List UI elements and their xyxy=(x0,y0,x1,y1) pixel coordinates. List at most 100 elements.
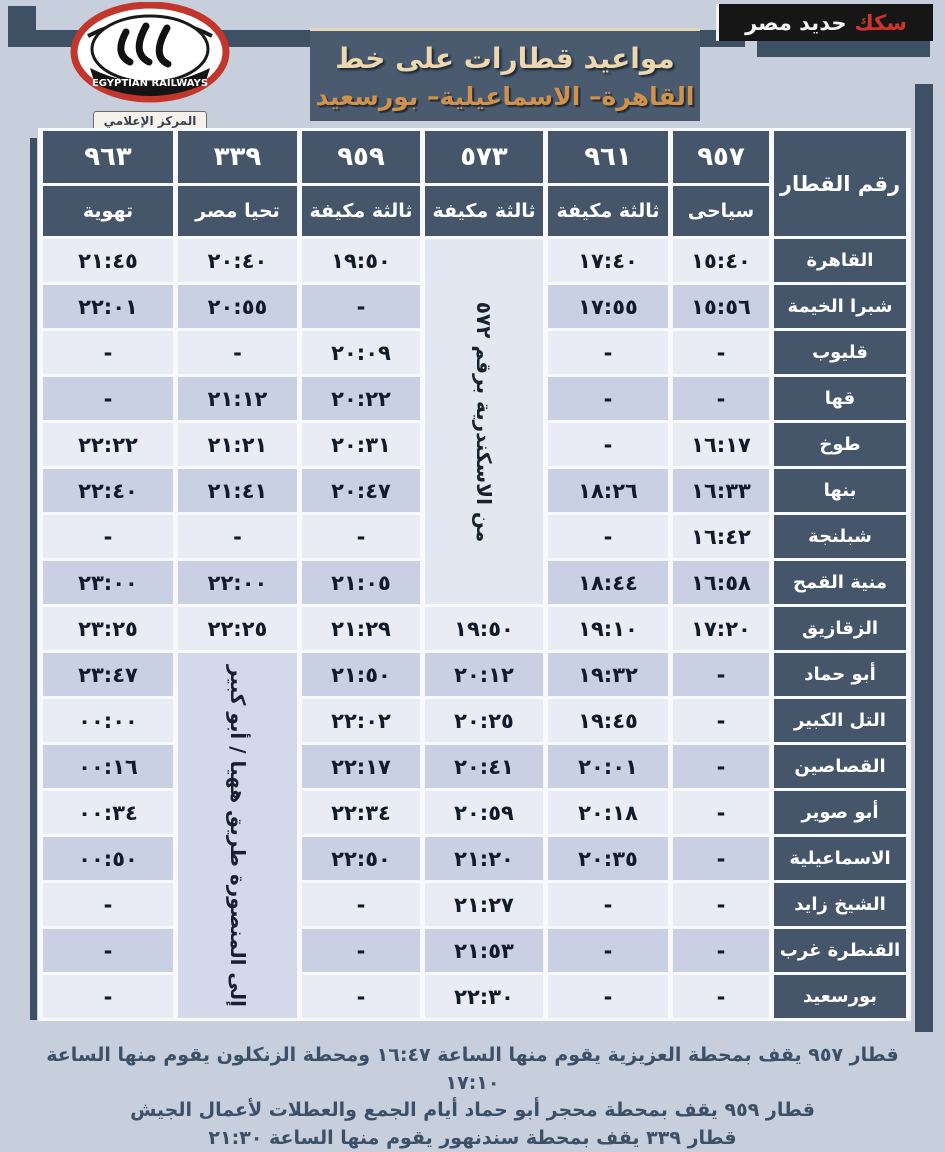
time-r10-c3: ٢٢:٠٢ xyxy=(302,699,420,742)
train-class-1: ثالثة مكيفة xyxy=(548,186,668,236)
time-r16-c0: - xyxy=(673,975,769,1018)
time-r12-c2: ٢٠:٥٩ xyxy=(425,791,543,834)
corner-header-train-number: رقم القطار xyxy=(774,131,906,236)
station-11: القصاصين xyxy=(774,745,906,788)
station-8: الزقازيق xyxy=(774,607,906,650)
time-r11-c0: - xyxy=(673,745,769,788)
time-r0-c0: ١٥:٤٠ xyxy=(673,239,769,282)
brand-badge: سكك حديد مصر xyxy=(716,4,933,41)
time-r4-c4: ٢١:٢١ xyxy=(178,423,297,466)
time-r13-c5: ٠٠:٥٠ xyxy=(43,837,173,880)
train-number-1: ٩٦١ xyxy=(548,131,668,183)
time-r2-c3: ٢٠:٠٩ xyxy=(302,331,420,374)
train-class-0: سياحى xyxy=(673,186,769,236)
station-1: شبرا الخيمة xyxy=(774,285,906,328)
train-class-4: تحيا مصر xyxy=(178,186,297,236)
table-row-7: منية القمح ١٦:٥٨ ١٨:٤٤ ٢١:٠٥ ٢٢:٠٠ ٢٣:٠٠ xyxy=(43,561,906,604)
time-r5-c4: ٢١:٤١ xyxy=(178,469,297,512)
time-r7-c1: ١٨:٤٤ xyxy=(548,561,668,604)
time-r5-c3: ٢٠:٤٧ xyxy=(302,469,420,512)
time-r16-c2: ٢٢:٣٠ xyxy=(425,975,543,1018)
title-panel-top-line xyxy=(310,28,700,31)
time-r12-c5: ٠٠:٣٤ xyxy=(43,791,173,834)
table-row-11: القصاصين -٢٠:٠١ ٢٠:٤١ ٢٢:١٧ ٠٠:١٦ xyxy=(43,745,906,788)
time-r6-c0: ١٦:٤٢ xyxy=(673,515,769,558)
time-r9-c5: ٢٣:٤٧ xyxy=(43,653,173,696)
timetable-head: رقم القطار ٩٥٧ ٩٦١ ٥٧٣ ٩٥٩ ٣٣٩ ٩٦٣ سياحى ثالثة… xyxy=(43,131,906,236)
time-r3-c5: - xyxy=(43,377,173,420)
station-2: قليوب xyxy=(774,331,906,374)
time-r6-c4: - xyxy=(178,515,297,558)
time-r8-c5: ٢٣:٢٥ xyxy=(43,607,173,650)
time-r9-c3: ٢١:٥٠ xyxy=(302,653,420,696)
time-r1-c1: ١٧:٥٥ xyxy=(548,285,668,328)
table-row-0: القاهرة ١٥:٤٠ ١٧:٤٠ من الاسكندرية برقم ٥٧٢ ١… xyxy=(43,239,906,604)
time-r4-c0: ١٦:١٧ xyxy=(673,423,769,466)
time-r15-c0: - xyxy=(673,929,769,972)
time-r6-c1: - xyxy=(548,515,668,558)
time-r2-c1: - xyxy=(548,331,668,374)
time-r5-c1: ١٨:٢٦ xyxy=(548,469,668,512)
railways-logo-icon: EGYPTIAN RAILWAYS xyxy=(70,1,230,103)
time-r8-c4: ٢٢:٢٥ xyxy=(178,607,297,650)
station-9: أبو حماد xyxy=(774,653,906,696)
time-r13-c2: ٢١:٢٠ xyxy=(425,837,543,880)
time-r10-c5: ٠٠:٠٠ xyxy=(43,699,173,742)
table-row-14: الشيخ زايد - -٢١:٢٧- - xyxy=(43,883,906,926)
time-r4-c3: ٢٠:٣١ xyxy=(302,423,420,466)
station-3: قها xyxy=(774,377,906,420)
time-r16-c3: - xyxy=(302,975,420,1018)
time-r1-c3: - xyxy=(302,285,420,328)
time-r14-c1: - xyxy=(548,883,668,926)
title-panel: مواعيد قطارات على خط القاهرة– الاسماعيلي… xyxy=(310,31,700,121)
train-numbers-row: رقم القطار ٩٥٧ ٩٦١ ٥٧٣ ٩٥٩ ٣٣٩ ٩٦٣ xyxy=(43,131,906,236)
time-r14-c5: - xyxy=(43,883,173,926)
time-r4-c1: - xyxy=(548,423,668,466)
time-r3-c3: ٢٠:٢٢ xyxy=(302,377,420,420)
time-r15-c2: ٢١:٥٣ xyxy=(425,929,543,972)
station-16: بورسعيد xyxy=(774,975,906,1018)
time-r12-c3: ٢٢:٣٤ xyxy=(302,791,420,834)
time-r11-c3: ٢٢:١٧ xyxy=(302,745,420,788)
time-r6-c5: - xyxy=(43,515,173,558)
time-r7-c4: ٢٢:٠٠ xyxy=(178,561,297,604)
table-row-1: شبرا الخيمة ١٥:٥٦ ١٧:٥٥ -٢٠:٥٥ ٢٢:٠١ xyxy=(43,285,906,328)
station-7: منية القمح xyxy=(774,561,906,604)
merged-from-alexandria: من الاسكندرية برقم ٥٧٢ xyxy=(425,239,543,604)
table-row-5: بنها ١٦:٣٣ ١٨:٢٦ ٢٠:٤٧ ٢١:٤١ ٢٢:٤٠ xyxy=(43,469,906,512)
table-row-10: التل الكبير -١٩:٤٥ ٢٠:٢٥ ٢٢:٠٢ ٠٠:٠٠ xyxy=(43,699,906,742)
timetable-wrapper: رقم القطار ٩٥٧ ٩٦١ ٥٧٣ ٩٥٩ ٣٣٩ ٩٦٣ سياحى ثالثة… xyxy=(38,128,911,1021)
time-r1-c0: ١٥:٥٦ xyxy=(673,285,769,328)
station-13: الاسماعيلية xyxy=(774,837,906,880)
time-r6-c3: - xyxy=(302,515,420,558)
time-r7-c0: ١٦:٥٨ xyxy=(673,561,769,604)
train-number-2: ٥٧٣ xyxy=(425,131,543,183)
frame-corner-square xyxy=(8,6,36,34)
time-r13-c1: ٢٠:٣٥ xyxy=(548,837,668,880)
time-r14-c2: ٢١:٢٧ xyxy=(425,883,543,926)
time-r14-c0: - xyxy=(673,883,769,926)
time-r11-c2: ٢٠:٤١ xyxy=(425,745,543,788)
train-number-5: ٩٦٣ xyxy=(43,131,173,183)
train-number-4: ٣٣٩ xyxy=(178,131,297,183)
train-number-0: ٩٥٧ xyxy=(673,131,769,183)
time-r11-c5: ٠٠:١٦ xyxy=(43,745,173,788)
table-row-2: قليوب - -٢٠:٠٩- - xyxy=(43,331,906,374)
time-r5-c0: ١٦:٣٣ xyxy=(673,469,769,512)
time-r8-c2: ١٩:٥٠ xyxy=(425,607,543,650)
table-row-4: طوخ ١٦:١٧- ٢٠:٣١ ٢١:٢١ ٢٢:٢٢ xyxy=(43,423,906,466)
merged-from-alexandria-text: من الاسكندرية برقم ٥٧٢ xyxy=(472,301,496,542)
merged-to-mansoura-text: إلى المنصورة طريق ههيا / أبو كبير xyxy=(225,664,250,1007)
time-r10-c0: - xyxy=(673,699,769,742)
table-row-13: الاسماعيلية -٢٠:٣٥ ٢١:٢٠ ٢٢:٥٠ ٠٠:٥٠ xyxy=(43,837,906,880)
train-class-5: تهوية xyxy=(43,186,173,236)
footer-notes: قطار ٩٥٧ يقف بمحطة العزيزية يقوم منها ال… xyxy=(35,1042,910,1152)
svg-text:EGYPTIAN RAILWAYS: EGYPTIAN RAILWAYS xyxy=(92,78,208,89)
note-train-339: قطار ٣٣٩ يقف بمحطة سندنهور يقوم منها الس… xyxy=(208,1126,737,1149)
station-15: القنطرة غرب xyxy=(774,929,906,972)
station-4: طوخ xyxy=(774,423,906,466)
table-row-12: أبو صوير -٢٠:١٨ ٢٠:٥٩ ٢٢:٣٤ ٠٠:٣٤ xyxy=(43,791,906,834)
train-classes-row: سياحى ثالثة مكيفة ثالثة مكيفة ثالثة مكيفة تح… xyxy=(43,186,906,236)
time-r2-c5: - xyxy=(43,331,173,374)
time-r8-c3: ٢١:٢٩ xyxy=(302,607,420,650)
